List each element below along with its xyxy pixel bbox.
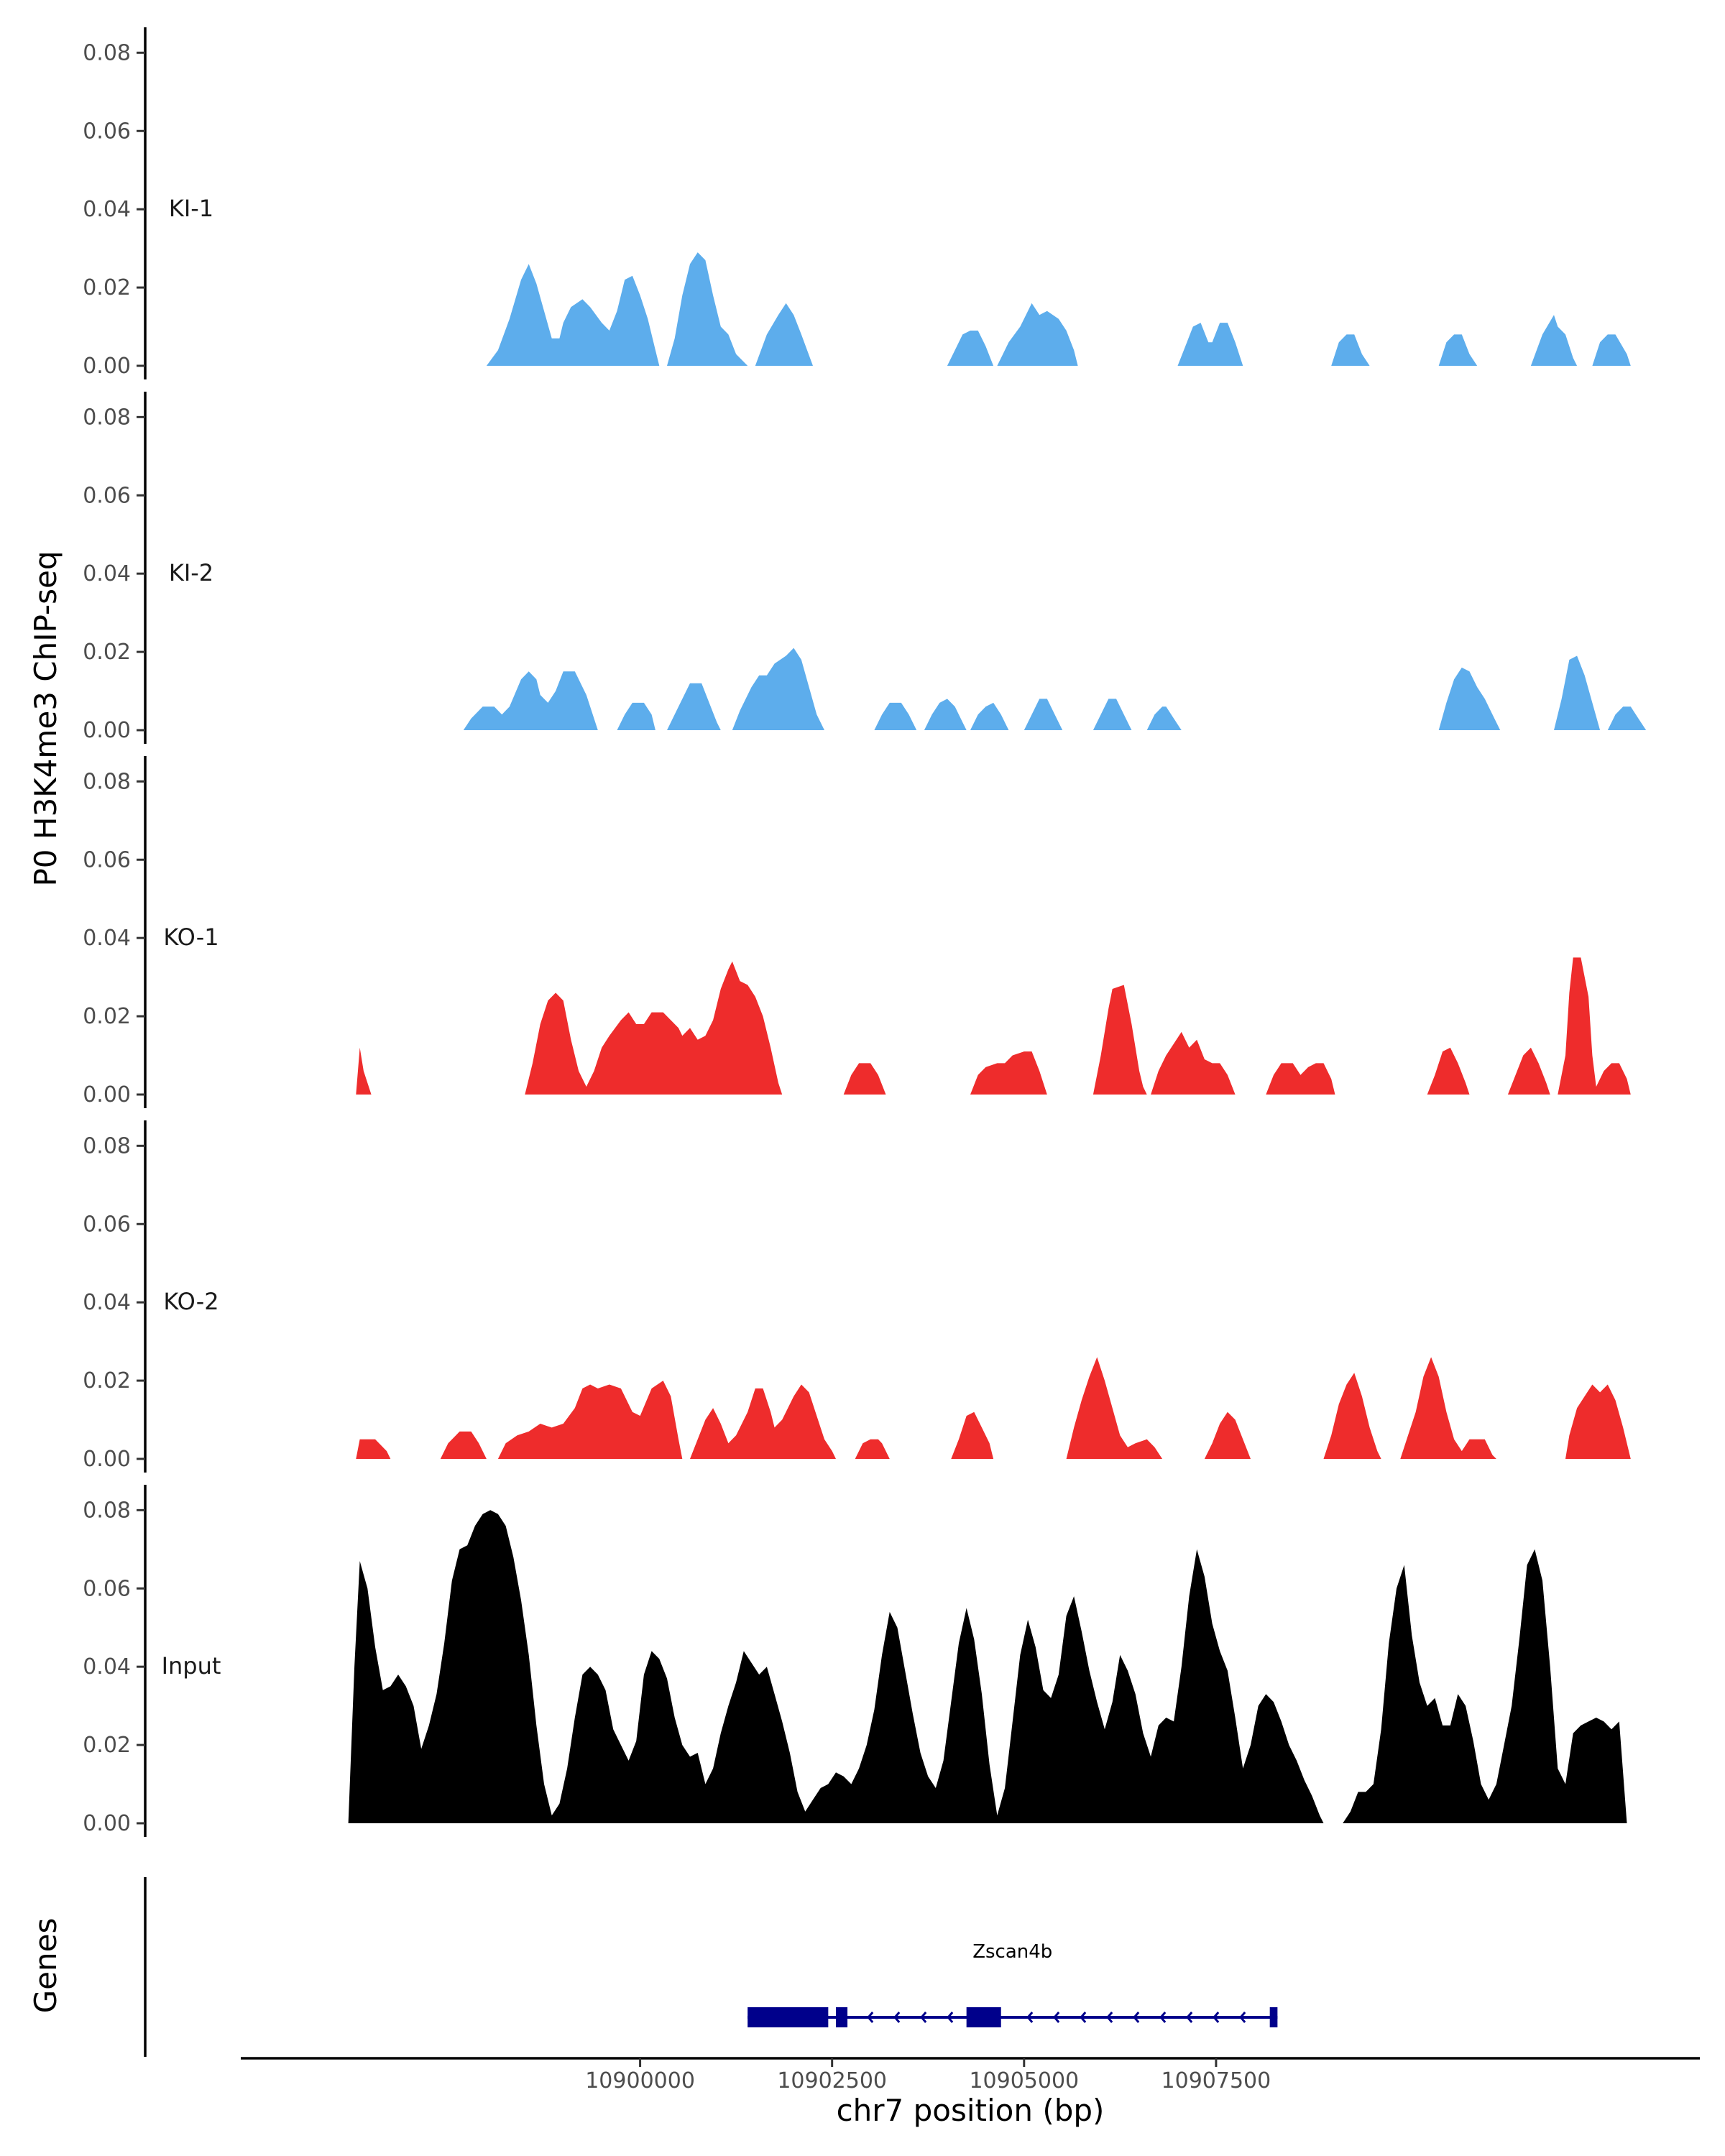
- track-panel-ki-1: 0.00 0.02 0.04 0.06 0.08 KI-1: [83, 27, 1631, 379]
- y-tick-label: 0.08: [83, 1133, 131, 1158]
- y-tick-label: 0.06: [83, 1576, 131, 1601]
- y-tick-label: 0.02: [83, 1004, 131, 1029]
- y-tick-label: 0.02: [83, 1733, 131, 1758]
- track-panel-ki-2: 0.00 0.02 0.04 0.06 0.08 KI-2: [83, 392, 1647, 744]
- y-tick-label: 0.00: [83, 1082, 131, 1107]
- y-tick-label: 0.02: [83, 275, 131, 300]
- strand-arrow: [1026, 2012, 1034, 2023]
- y-tick-label: 0.08: [83, 1498, 131, 1523]
- gene-exon: [966, 2007, 1001, 2027]
- strand-arrow: [893, 2012, 901, 2023]
- track-panel-ko-2: 0.00 0.02 0.04 0.06 0.08 KO-2: [83, 1120, 1631, 1473]
- y-tick-label: 0.02: [83, 1368, 131, 1393]
- track-label: KO-2: [163, 1288, 218, 1315]
- y-tick-label: 0.00: [83, 1447, 131, 1472]
- y-tick-label: 0.06: [83, 483, 131, 508]
- coverage-area-input: [348, 1510, 1627, 1823]
- y-tick-label: 0.08: [83, 769, 131, 794]
- y-tick-label: 0.04: [83, 1654, 131, 1680]
- x-axis: 10900000 10902500 10905000 10907500: [241, 2057, 1700, 2093]
- y-tick-label: 0.08: [83, 405, 131, 430]
- y-tick-label: 0.06: [83, 1212, 131, 1237]
- y-tick-label: 0.00: [83, 1811, 131, 1836]
- y-tick-label: 0.02: [83, 640, 131, 665]
- strand-arrow: [1106, 2012, 1113, 2023]
- x-tick-label: 10902500: [777, 2068, 887, 2093]
- track-panel-ko-1: 0.00 0.02 0.04 0.06 0.08 KO-1: [83, 756, 1631, 1108]
- coverage-area-ko-1: [356, 957, 1631, 1095]
- y-tick-label: 0.08: [83, 40, 131, 65]
- y-tick-label: 0.04: [83, 561, 131, 586]
- y-tick-label: 0.00: [83, 718, 131, 743]
- strand-arrow: [1213, 2012, 1220, 2023]
- strand-arrow: [920, 2012, 927, 2023]
- strand-arrow: [947, 2012, 954, 2023]
- track-label: KI-2: [169, 559, 213, 586]
- tracks-layer: 0.00 0.02 0.04 0.06 0.08 KI-1 0.00 0.02 0.04 0.06…: [83, 27, 1647, 1837]
- y-axis-title: P0 H3K4me3 ChIP-seq: [28, 550, 63, 886]
- gene-exon: [836, 2007, 848, 2027]
- gene-track-title: Genes: [28, 1918, 63, 2014]
- y-tick-label: 0.00: [83, 354, 131, 379]
- strand-arrow: [1159, 2012, 1167, 2023]
- x-axis-title: chr7 position (bp): [837, 2093, 1105, 2128]
- gene-name-label: Zscan4b: [972, 1941, 1052, 1963]
- y-tick-label: 0.06: [83, 119, 131, 144]
- strand-arrow: [1133, 2012, 1140, 2023]
- y-tick-label: 0.04: [83, 926, 131, 951]
- gene-track: Genes Zscan4b: [28, 1877, 1278, 2057]
- strand-arrow: [1080, 2012, 1087, 2023]
- gene-exon: [748, 2007, 829, 2027]
- x-tick-label: 10907500: [1162, 2068, 1271, 2093]
- track-label: KO-1: [163, 923, 218, 951]
- y-tick-label: 0.04: [83, 197, 131, 222]
- strand-arrow: [1186, 2012, 1193, 2023]
- x-tick-label: 10905000: [969, 2068, 1079, 2093]
- y-tick-label: 0.04: [83, 1290, 131, 1315]
- y-tick-label: 0.06: [83, 847, 131, 872]
- track-label: KI-1: [169, 195, 213, 222]
- track-panel-input: 0.00 0.02 0.04 0.06 0.08 Input: [83, 1485, 1627, 1837]
- strand-arrow: [1239, 2012, 1246, 2023]
- track-label: Input: [162, 1652, 221, 1680]
- coverage-area-ki-2: [463, 648, 1647, 730]
- gene-exon: [1269, 2007, 1278, 2027]
- strand-arrow: [867, 2012, 874, 2023]
- x-tick-label: 10900000: [585, 2068, 695, 2093]
- coverage-area-ki-1: [486, 252, 1631, 366]
- strand-arrow: [1053, 2012, 1060, 2023]
- coverage-area-ko-2: [356, 1357, 1631, 1459]
